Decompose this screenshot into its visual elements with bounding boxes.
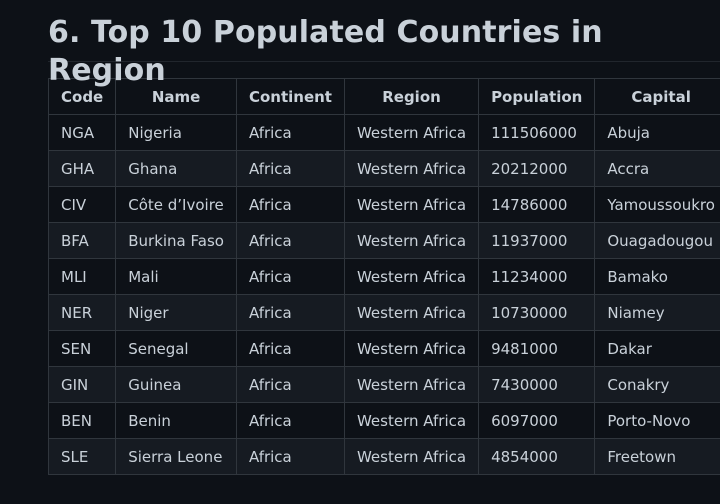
cell-region: Western Africa (343, 222, 480, 259)
cell-capital: Accra (594, 150, 720, 187)
column-header-capital: Capital (594, 78, 720, 115)
cell-continent: Africa (235, 330, 345, 367)
cell-code: NGA (47, 114, 117, 151)
cell-continent: Africa (235, 402, 345, 439)
cell-region: Western Africa (343, 258, 480, 295)
cell-continent: Africa (235, 258, 345, 295)
cell-region: Western Africa (343, 186, 480, 223)
cell-population: 7430000 (478, 366, 596, 403)
cell-code: SLE (47, 438, 117, 475)
column-header-region: Region (343, 78, 480, 115)
cell-capital: Conakry (594, 366, 720, 403)
table-row: SLE Sierra Leone Africa Western Africa 4… (47, 438, 720, 475)
cell-continent: Africa (235, 294, 345, 331)
cell-population: 20212000 (478, 150, 596, 187)
column-header-population: Population (478, 78, 596, 115)
cell-code: CIV (47, 186, 117, 223)
table-row: SEN Senegal Africa Western Africa 948100… (47, 330, 720, 367)
cell-code: NER (47, 294, 117, 331)
column-header-name: Name (115, 78, 237, 115)
cell-population: 6097000 (478, 402, 596, 439)
cell-population: 11937000 (478, 222, 596, 259)
cell-capital: Niamey (594, 294, 720, 331)
cell-capital: Porto-Novo (594, 402, 720, 439)
column-header-code: Code (47, 78, 117, 115)
cell-name: Niger (115, 294, 237, 331)
cell-continent: Africa (235, 114, 345, 151)
cell-name: Senegal (115, 330, 237, 367)
cell-code: SEN (47, 330, 117, 367)
table-body: NGA Nigeria Africa Western Africa 111506… (47, 114, 720, 475)
table-row: GHA Ghana Africa Western Africa 20212000… (47, 150, 720, 187)
cell-population: 11234000 (478, 258, 596, 295)
cell-capital: Yamoussoukro (594, 186, 720, 223)
countries-table: Code Name Continent Region Population Ca… (47, 78, 720, 475)
cell-capital: Freetown (594, 438, 720, 475)
cell-code: GHA (47, 150, 117, 187)
table-row: NGA Nigeria Africa Western Africa 111506… (47, 114, 720, 151)
cell-name: Nigeria (115, 114, 237, 151)
table-row: GIN Guinea Africa Western Africa 7430000… (47, 366, 720, 403)
cell-continent: Africa (235, 186, 345, 223)
cell-region: Western Africa (343, 114, 480, 151)
cell-name: Burkina Faso (115, 222, 237, 259)
cell-continent: Africa (235, 222, 345, 259)
cell-region: Western Africa (343, 330, 480, 367)
cell-name: Mali (115, 258, 237, 295)
table-header-row: Code Name Continent Region Population Ca… (47, 78, 720, 115)
table-row: CIV Côte d’Ivoire Africa Western Africa … (47, 186, 720, 223)
cell-region: Western Africa (343, 438, 480, 475)
cell-region: Western Africa (343, 366, 480, 403)
cell-capital: Abuja (594, 114, 720, 151)
cell-population: 14786000 (478, 186, 596, 223)
cell-population: 10730000 (478, 294, 596, 331)
cell-region: Western Africa (343, 150, 480, 187)
cell-continent: Africa (235, 366, 345, 403)
cell-code: GIN (47, 366, 117, 403)
cell-population: 111506000 (478, 114, 596, 151)
cell-region: Western Africa (343, 402, 480, 439)
cell-capital: Dakar (594, 330, 720, 367)
table-row: NER Niger Africa Western Africa 10730000… (47, 294, 720, 331)
cell-name: Sierra Leone (115, 438, 237, 475)
cell-continent: Africa (235, 150, 345, 187)
cell-name: Côte d’Ivoire (115, 186, 237, 223)
cell-capital: Bamako (594, 258, 720, 295)
page-title: 6. Top 10 Populated Countries in Region (48, 15, 603, 88)
cell-region: Western Africa (343, 294, 480, 331)
table-row: BFA Burkina Faso Africa Western Africa 1… (47, 222, 720, 259)
cell-name: Benin (115, 402, 237, 439)
cell-code: MLI (47, 258, 117, 295)
cell-name: Guinea (115, 366, 237, 403)
title-divider (48, 61, 720, 62)
cell-code: BEN (47, 402, 117, 439)
table-row: BEN Benin Africa Western Africa 6097000 … (47, 402, 720, 439)
cell-code: BFA (47, 222, 117, 259)
cell-capital: Ouagadougou (594, 222, 720, 259)
cell-population: 9481000 (478, 330, 596, 367)
table-row: MLI Mali Africa Western Africa 11234000 … (47, 258, 720, 295)
cell-name: Ghana (115, 150, 237, 187)
cell-population: 4854000 (478, 438, 596, 475)
cell-continent: Africa (235, 438, 345, 475)
column-header-continent: Continent (235, 78, 345, 115)
